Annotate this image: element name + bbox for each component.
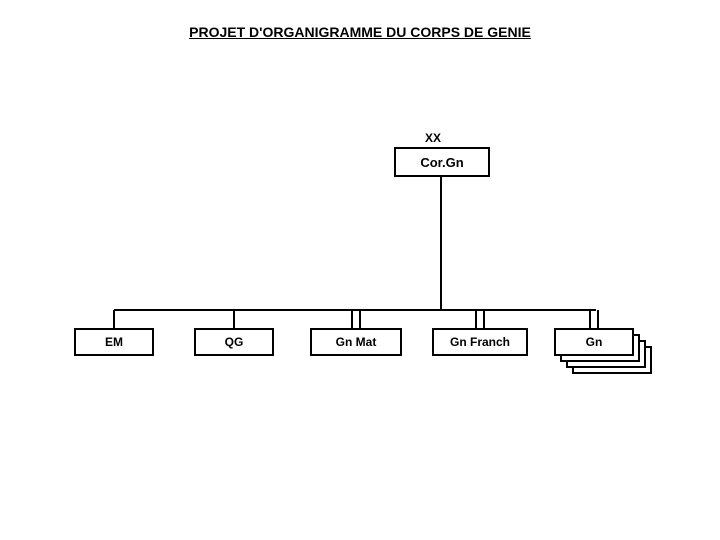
connector-tick: [113, 310, 115, 328]
connector-tick: [475, 310, 477, 328]
node-child: Gn Mat: [310, 328, 402, 356]
node-root-label: Cor.Gn: [420, 155, 463, 170]
node-child-label: EM: [105, 335, 123, 349]
connector-trunk: [440, 177, 442, 310]
node-child: Gn Franch: [432, 328, 528, 356]
node-child: Gn: [554, 328, 634, 356]
node-child-label: QG: [225, 335, 244, 349]
node-child: EM: [74, 328, 154, 356]
connector-tick: [233, 310, 235, 328]
connector-tick: [351, 310, 353, 328]
node-root: Cor.Gn: [394, 147, 490, 177]
page-title: PROJET D'ORGANIGRAMME DU CORPS DE GENIE: [0, 24, 720, 40]
connector-tick: [597, 310, 599, 328]
org-chart: PROJET D'ORGANIGRAMME DU CORPS DE GENIE …: [0, 0, 720, 540]
node-child: QG: [194, 328, 274, 356]
node-child-label: Gn Mat: [336, 335, 377, 349]
connector-tick: [359, 310, 361, 328]
node-child-label: Gn: [586, 335, 603, 349]
connector-bus: [114, 309, 596, 311]
node-child-label: Gn Franch: [450, 335, 510, 349]
connector-tick: [483, 310, 485, 328]
connector-tick: [589, 310, 591, 328]
root-annotation: XX: [425, 131, 441, 145]
